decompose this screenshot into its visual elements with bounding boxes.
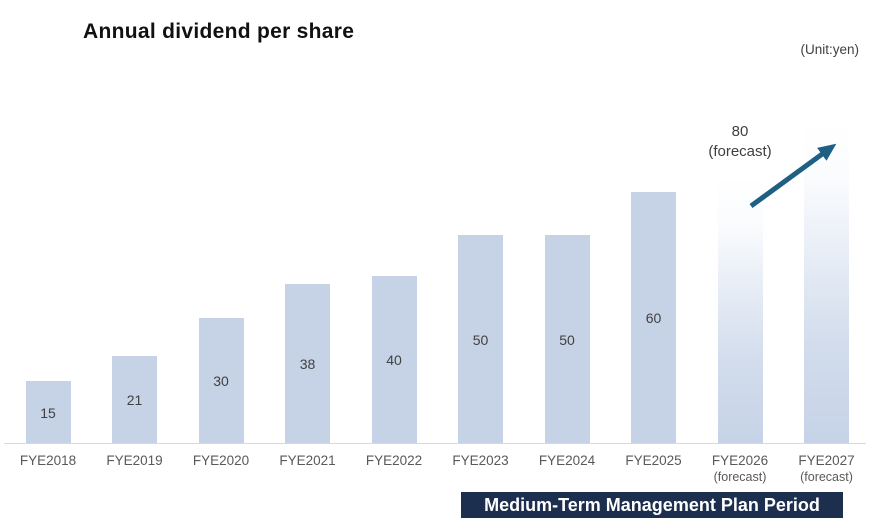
growth-arrow-icon [749,143,837,209]
bar-value-label: 30 [213,373,229,389]
axis-label-fye2025: FYE2025 [625,453,682,468]
axis-label-fye2018: FYE2018 [19,453,77,468]
axis-label-fye2027: FYE2027 (forecast) [798,453,855,484]
bar-value-label: 60 [645,310,662,326]
bar-fye2026 [717,176,763,444]
chart-title: Annual dividend per share [83,20,355,43]
bar-value-label: 15 [40,404,56,421]
bar-fye2018: 15 [25,381,71,444]
bar-fye2020: 30 [198,318,244,444]
forecast-annotation-qualifier: (forecast) [708,143,772,160]
bar-value-label: 50 [472,331,489,348]
axis-label-fye2024: FYE2024 [538,453,596,468]
bar-fye2021: 38 [285,284,330,444]
bar-fye2027 [804,122,849,444]
forecast-annotation-value: 80 [731,123,749,140]
axis-label-fye2020: FYE2020 [192,453,250,468]
axis-label-fye2021: FYE2021 [279,453,336,468]
axis-label-fye2026: FYE2026 (forecast) [711,453,769,484]
bar-value-label: 40 [386,352,402,368]
axis-label-fye2023: FYE2023 [452,453,509,468]
x-axis-line [4,443,866,444]
bar-fye2022: 40 [371,276,417,444]
bar-value-label: 38 [299,356,316,372]
bar-fye2024: 50 [544,235,590,444]
bar-fye2023: 50 [458,235,503,444]
axis-label-fye2019: FYE2019 [106,453,163,468]
bar-fye2025: 60 [631,192,676,444]
bar-value-label: 21 [126,392,143,408]
medium-term-plan-banner: Medium-Term Management Plan Period [461,492,843,518]
forecast-annotation: 80 (forecast) [708,122,771,162]
bar-fye2019: 21 [112,356,157,444]
axis-label-fye2022: FYE2022 [365,453,423,468]
unit-label: (Unit:yen) [800,42,859,57]
bar-value-label: 50 [559,331,575,348]
